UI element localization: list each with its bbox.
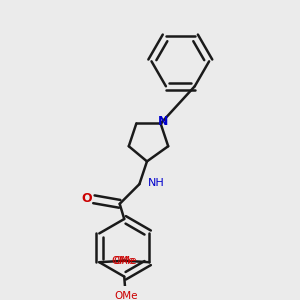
- Text: OMe: OMe: [114, 291, 137, 300]
- Text: N: N: [158, 115, 168, 128]
- Text: OMe: OMe: [112, 256, 135, 266]
- Text: OMe: OMe: [113, 256, 137, 266]
- Text: NH: NH: [148, 178, 164, 188]
- Text: O: O: [81, 192, 92, 205]
